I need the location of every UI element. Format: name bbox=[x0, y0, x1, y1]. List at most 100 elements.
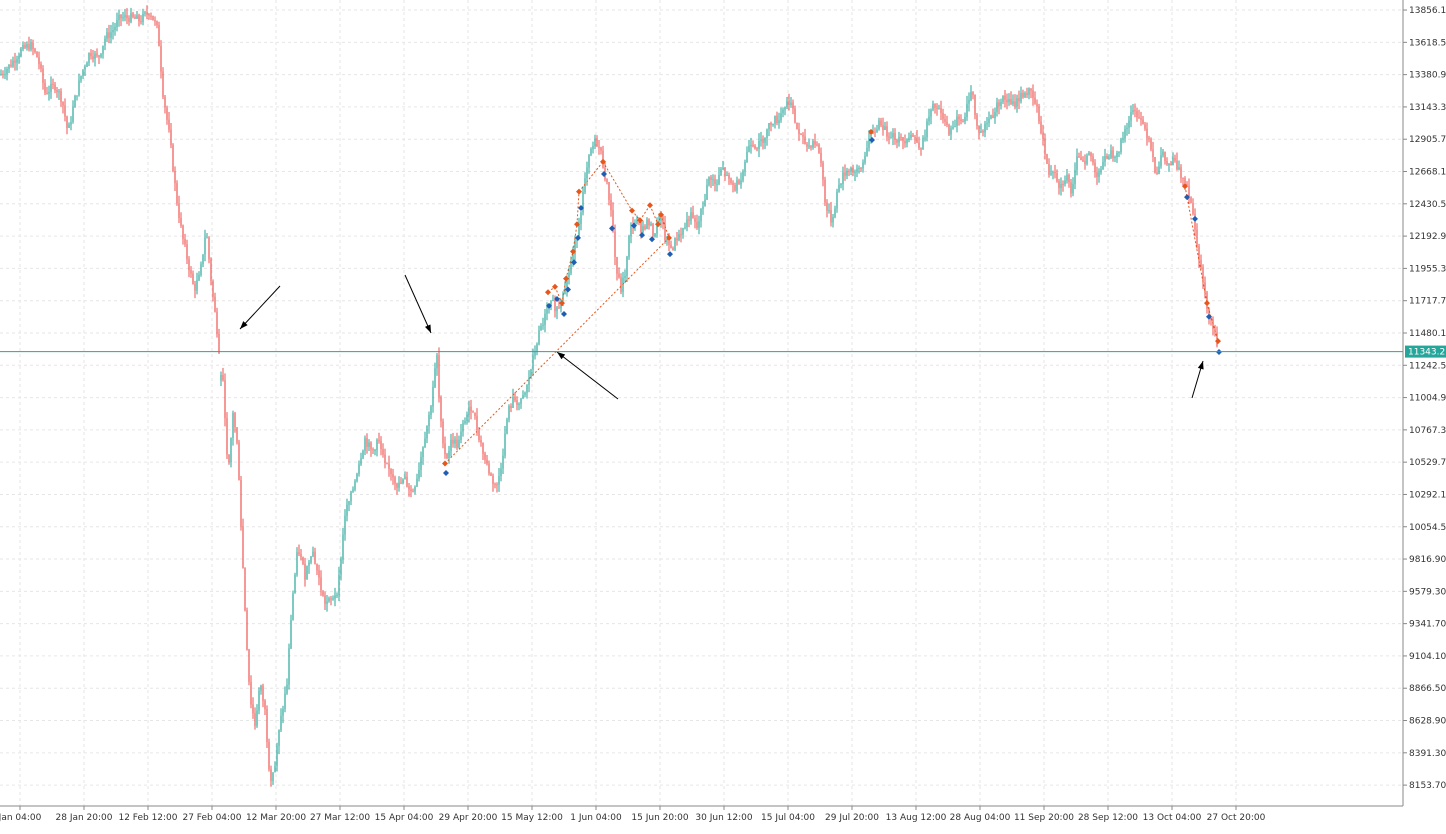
candle-body bbox=[92, 56, 94, 59]
candle-body bbox=[184, 238, 186, 245]
candle-body bbox=[1000, 101, 1002, 107]
candle-body bbox=[506, 419, 508, 434]
candle-body bbox=[956, 116, 958, 127]
candle-body bbox=[394, 477, 396, 484]
candle-body bbox=[594, 138, 596, 147]
candle-body bbox=[300, 554, 302, 558]
candle-body bbox=[1104, 155, 1106, 162]
candle-body bbox=[878, 120, 880, 130]
candle-body bbox=[216, 311, 218, 334]
y-tick-label: 13143.30 bbox=[1409, 103, 1446, 113]
candle-body bbox=[120, 14, 122, 19]
candle-body bbox=[494, 483, 496, 485]
y-tick-label: 8866.50 bbox=[1409, 684, 1446, 694]
candle-body bbox=[1054, 172, 1056, 174]
candle-body bbox=[950, 128, 952, 135]
candle-body bbox=[456, 439, 458, 448]
candle-body bbox=[780, 113, 782, 121]
buy-signal-marker bbox=[565, 286, 571, 293]
candle-body bbox=[180, 217, 182, 226]
candle-body bbox=[380, 440, 382, 450]
candle-body bbox=[678, 234, 680, 241]
x-tick-label: 28 Jan 20:00 bbox=[56, 813, 113, 823]
candle-body bbox=[328, 598, 330, 602]
candle-body bbox=[1064, 180, 1066, 185]
candle-body bbox=[1136, 110, 1138, 118]
candle-body bbox=[652, 223, 654, 237]
candle-body bbox=[716, 183, 718, 185]
buy-signal-marker bbox=[443, 469, 449, 476]
candle-body bbox=[824, 179, 826, 203]
candle-body bbox=[1034, 97, 1036, 104]
candle-body bbox=[498, 475, 500, 485]
candle-body bbox=[964, 117, 966, 122]
signal-link bbox=[565, 251, 574, 279]
candle-body bbox=[1126, 127, 1128, 130]
sell-signal-marker bbox=[655, 221, 661, 228]
candle-body bbox=[64, 105, 66, 117]
candle-body bbox=[418, 469, 420, 479]
buy-signal-marker bbox=[609, 225, 615, 232]
candle-body bbox=[482, 442, 484, 454]
candle-body bbox=[374, 449, 376, 451]
candle-body bbox=[470, 406, 472, 412]
candle-body bbox=[154, 20, 156, 22]
candle-body bbox=[996, 102, 998, 112]
candle-body bbox=[806, 144, 808, 147]
annotation-arrow-line bbox=[404, 274, 432, 334]
candle-body bbox=[1066, 174, 1068, 181]
candle-body bbox=[556, 307, 558, 312]
candle-body bbox=[302, 557, 304, 564]
candle-body bbox=[992, 115, 994, 118]
candle-body bbox=[1164, 151, 1166, 162]
candle-body bbox=[916, 137, 918, 143]
candle-body bbox=[1162, 151, 1164, 156]
candle-body bbox=[298, 552, 300, 555]
candle-body bbox=[994, 111, 996, 118]
candle-body bbox=[836, 191, 838, 209]
candle-body bbox=[276, 746, 278, 766]
candle-body bbox=[1170, 163, 1172, 166]
candle-body bbox=[390, 468, 392, 475]
candle-body bbox=[78, 80, 80, 96]
candle-body bbox=[646, 219, 648, 230]
y-tick-label: 8628.90 bbox=[1409, 717, 1446, 727]
candle-body bbox=[1128, 120, 1130, 128]
candle-body bbox=[370, 442, 372, 450]
candle-body bbox=[434, 368, 436, 388]
candle-body bbox=[522, 395, 524, 399]
candle-body bbox=[970, 91, 972, 100]
candle-body bbox=[1058, 181, 1060, 189]
candle-body bbox=[258, 690, 260, 711]
x-tick-label: Jan 04:00 bbox=[0, 813, 42, 823]
candle-body bbox=[814, 141, 816, 145]
y-tick-label: 9579.30 bbox=[1409, 587, 1446, 597]
candle-body bbox=[200, 264, 202, 275]
signal-link bbox=[602, 161, 633, 211]
candle-body bbox=[430, 406, 432, 416]
candle-body bbox=[1078, 156, 1080, 158]
candle-body bbox=[384, 454, 386, 463]
candle-body bbox=[480, 439, 482, 443]
candle-body bbox=[636, 219, 638, 224]
candle-body bbox=[790, 102, 792, 105]
candle-body bbox=[712, 179, 714, 181]
candle-body bbox=[800, 133, 802, 135]
candle-body bbox=[10, 64, 12, 67]
candle-body bbox=[914, 136, 916, 138]
candle-body bbox=[1134, 110, 1136, 112]
sell-signal-marker bbox=[559, 300, 565, 307]
candle-body bbox=[876, 129, 878, 133]
candle-body bbox=[746, 151, 748, 163]
candle-body bbox=[586, 167, 588, 179]
candle-body bbox=[1110, 150, 1112, 158]
candle-body bbox=[1094, 162, 1096, 173]
annotation-arrow-head bbox=[424, 324, 431, 333]
candle-body bbox=[546, 309, 548, 314]
candle-body bbox=[784, 106, 786, 110]
candle-body bbox=[554, 300, 556, 312]
candle-body bbox=[44, 82, 46, 93]
candle-body bbox=[524, 392, 526, 396]
